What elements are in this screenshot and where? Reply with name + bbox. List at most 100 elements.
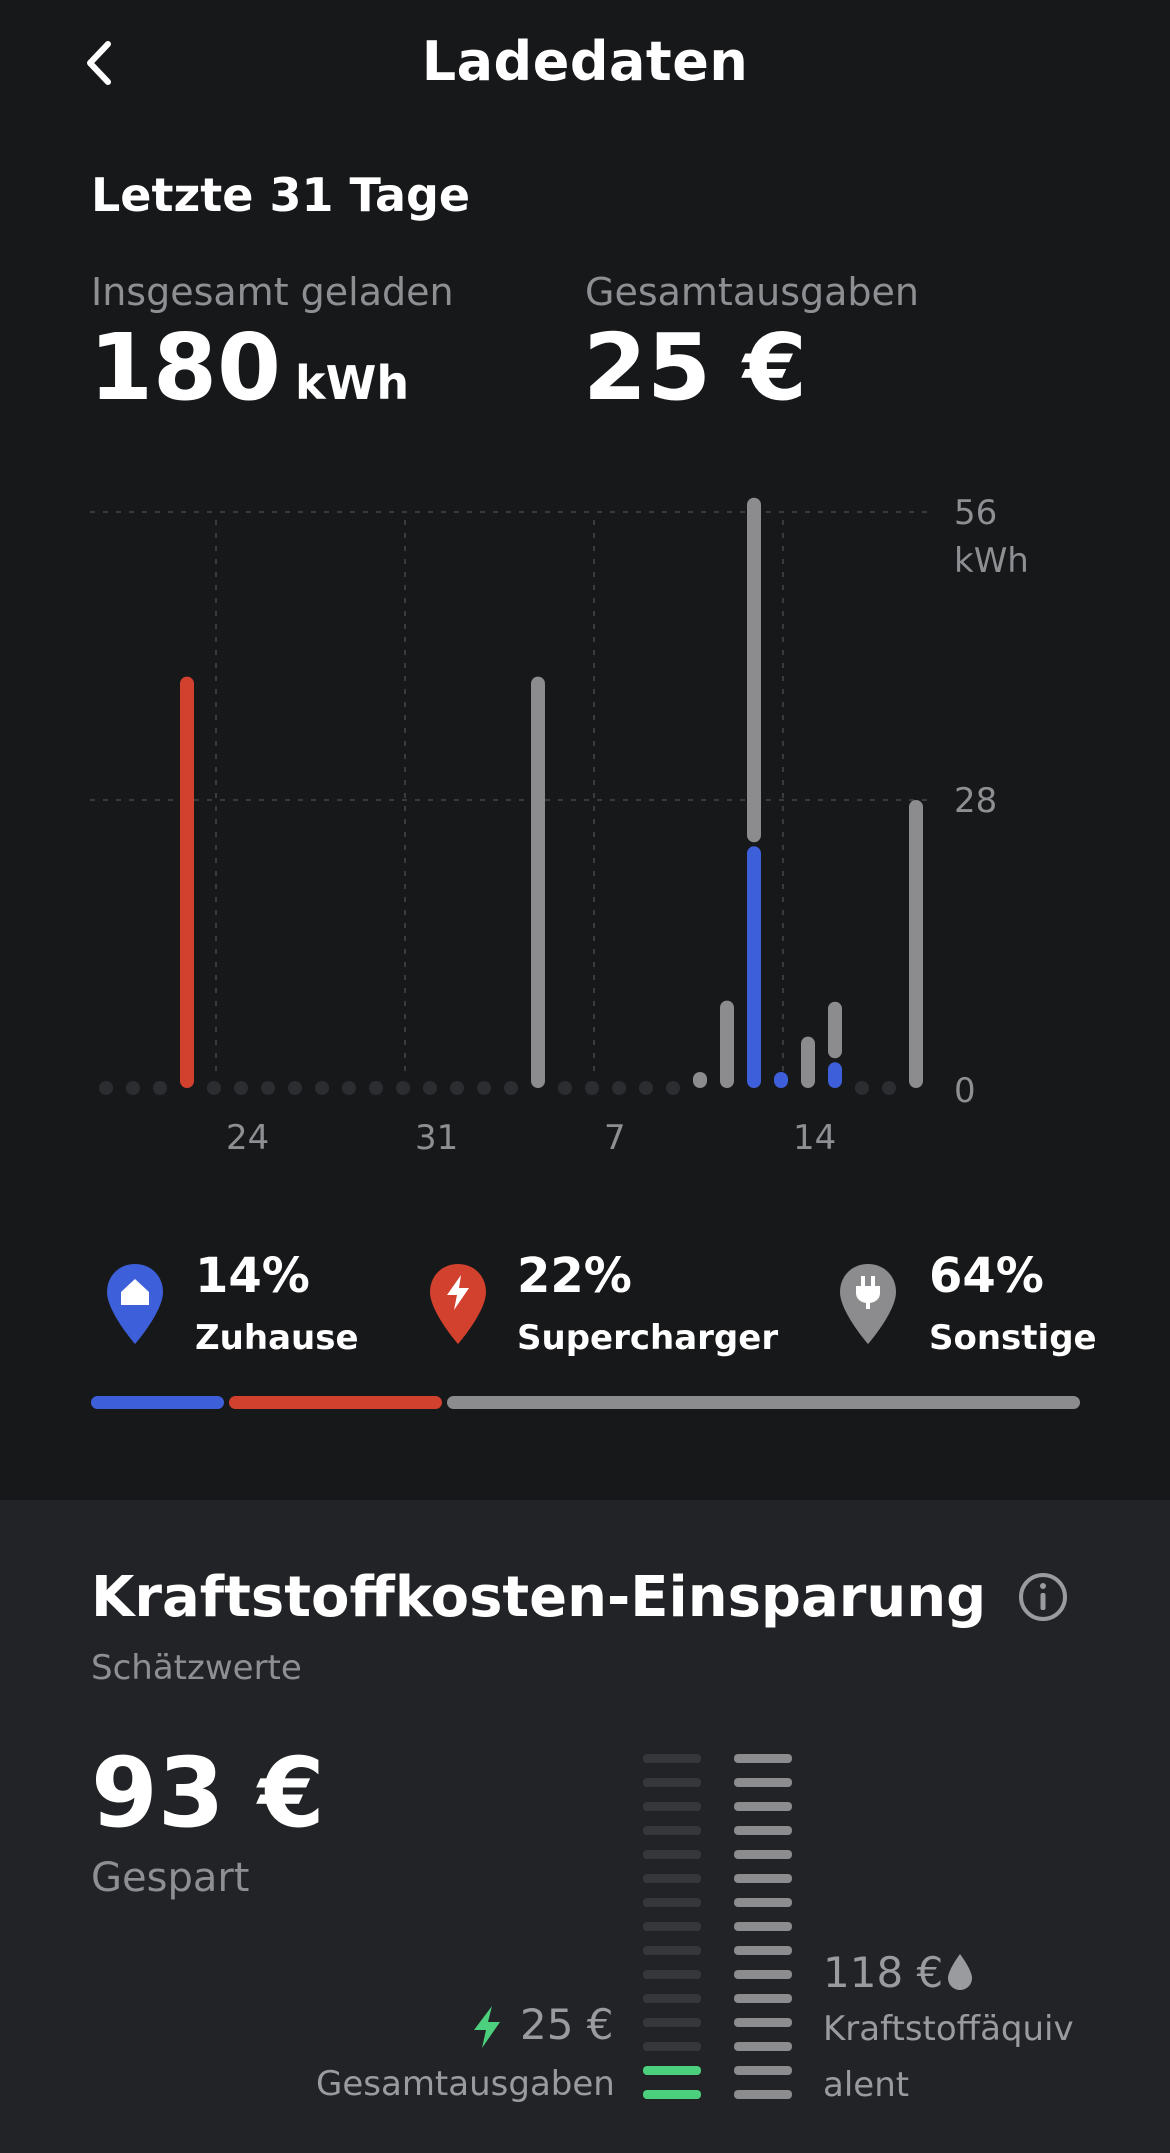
bar-sonstige — [801, 1036, 815, 1088]
legend-supercharger-label: Supercharger — [517, 1318, 779, 1358]
charging-level-segment — [643, 1826, 701, 1835]
empty-day-dot — [477, 1081, 491, 1095]
charging-level-segment — [643, 2018, 701, 2027]
charging-level-segment — [643, 2090, 701, 2099]
fuel-drop-icon — [948, 1954, 972, 1990]
fuel-level-segment — [734, 2090, 792, 2099]
fuel-level-segment — [734, 1898, 792, 1907]
fuel-cost-amount: 118 € — [823, 1948, 944, 1997]
charging-level-segment — [643, 1850, 701, 1859]
legend-home-percent: 14% — [195, 1248, 310, 1304]
empty-day-dot — [126, 1081, 140, 1095]
date-range-label: Letzte 31 Tage — [91, 168, 471, 222]
y-axis-unit: kWh — [954, 541, 1029, 581]
empty-day-dot — [612, 1081, 626, 1095]
bar-sonstige — [531, 676, 545, 1088]
empty-day-dot — [855, 1081, 869, 1095]
total-charged-number: 180 — [89, 314, 282, 421]
page-title: Ladedaten — [421, 30, 749, 93]
bar-zuhause — [774, 1072, 788, 1088]
supercharger-pin-icon — [427, 1262, 489, 1346]
total-charged-label: Insgesamt geladen — [91, 270, 454, 314]
charging-level-segment — [643, 1946, 701, 1955]
fuel-savings-panel — [0, 1500, 1170, 2153]
daily-charging-chart[interactable]: 0 28 56 kWh 24 31 7 14 — [0, 480, 1170, 1180]
total-spend-value: 25 € — [583, 314, 808, 421]
share-segment-zuhause — [91, 1396, 225, 1409]
empty-day-dot — [882, 1081, 896, 1095]
savings-title: Kraftstoffkosten-Einsparung — [91, 1565, 987, 1630]
empty-day-dot — [315, 1081, 329, 1095]
bolt-icon — [474, 2006, 500, 2048]
charging-level-segment — [643, 1994, 701, 2003]
y-tick-label: 56 — [954, 493, 997, 533]
empty-day-dot — [585, 1081, 599, 1095]
charging-level-segment — [643, 1898, 701, 1907]
fuel-level-segment — [734, 1922, 792, 1931]
fuel-level-segment — [734, 1946, 792, 1955]
empty-day-dot — [666, 1081, 680, 1095]
fuel-level-segment — [734, 1754, 792, 1763]
empty-day-dot — [207, 1081, 221, 1095]
info-button[interactable] — [1018, 1572, 1068, 1622]
bar-zuhause — [828, 1062, 842, 1088]
y-tick-label: 28 — [954, 781, 997, 821]
fuel-cost-label-line1: Kraftstoffäquiv — [823, 2009, 1074, 2049]
empty-day-dot — [504, 1081, 518, 1095]
savings-value: 93 € — [91, 1737, 325, 1849]
empty-day-dot — [396, 1081, 410, 1095]
charging-level-segment — [643, 1802, 701, 1811]
back-button[interactable] — [78, 38, 128, 88]
charging-level-segment — [643, 2066, 701, 2075]
fuel-cost-label-line2: alent — [823, 2065, 910, 2105]
bar-zuhause — [747, 846, 761, 1088]
cost-comparison-bars — [643, 1754, 792, 2099]
empty-day-dot — [450, 1081, 464, 1095]
empty-day-dot — [639, 1081, 653, 1095]
fuel-level-segment — [734, 1850, 792, 1859]
fuel-level-segment — [734, 1970, 792, 1979]
empty-day-dot — [288, 1081, 302, 1095]
bar-supercharger — [180, 676, 194, 1088]
total-charged-unit: kWh — [295, 356, 410, 410]
fuel-level-segment — [734, 2066, 792, 2075]
empty-day-dot — [99, 1081, 113, 1095]
plug-pin-icon — [837, 1262, 899, 1346]
charging-level-segment — [643, 1970, 701, 1979]
charging-level-segment — [643, 1922, 701, 1931]
x-tick-label: 14 — [793, 1118, 836, 1158]
total-spend-label: Gesamtausgaben — [585, 270, 919, 314]
legend-other-label: Sonstige — [929, 1318, 1097, 1358]
savings-subtitle: Schätzwerte — [91, 1648, 302, 1688]
bar-sonstige — [909, 800, 923, 1088]
fuel-level-segment — [734, 2018, 792, 2027]
fuel-level-segment — [734, 1778, 792, 1787]
savings-label: Gespart — [91, 1855, 250, 1901]
bar-sonstige — [693, 1072, 707, 1088]
empty-day-dot — [234, 1081, 248, 1095]
charging-cost-amount: 25 € — [520, 2000, 614, 2049]
share-segment-sonstige — [447, 1396, 1080, 1409]
fuel-level-segment — [734, 1874, 792, 1883]
charging-level-segment — [643, 1778, 701, 1787]
charging-level-segment — [643, 1754, 701, 1763]
legend-other-percent: 64% — [929, 1248, 1044, 1304]
empty-day-dot — [423, 1081, 437, 1095]
x-tick-label: 31 — [415, 1118, 458, 1158]
empty-day-dot — [261, 1081, 275, 1095]
share-segment-supercharger — [229, 1396, 443, 1409]
legend-home-label: Zuhause — [195, 1318, 359, 1358]
empty-day-dot — [153, 1081, 167, 1095]
total-charged-value: 180 kWh — [89, 322, 409, 414]
y-tick-label: 0 — [954, 1071, 976, 1111]
bar-sonstige — [828, 1001, 842, 1059]
fuel-level-segment — [734, 2042, 792, 2051]
home-pin-icon — [104, 1262, 166, 1346]
chevron-left-icon — [87, 41, 111, 85]
bar-sonstige — [720, 1000, 734, 1088]
charging-cost-label: Gesamtausgaben — [316, 2064, 615, 2104]
charging-level-segment — [643, 1874, 701, 1883]
bar-sonstige — [747, 497, 761, 843]
empty-day-dot — [342, 1081, 356, 1095]
fuel-level-segment — [734, 1994, 792, 2003]
